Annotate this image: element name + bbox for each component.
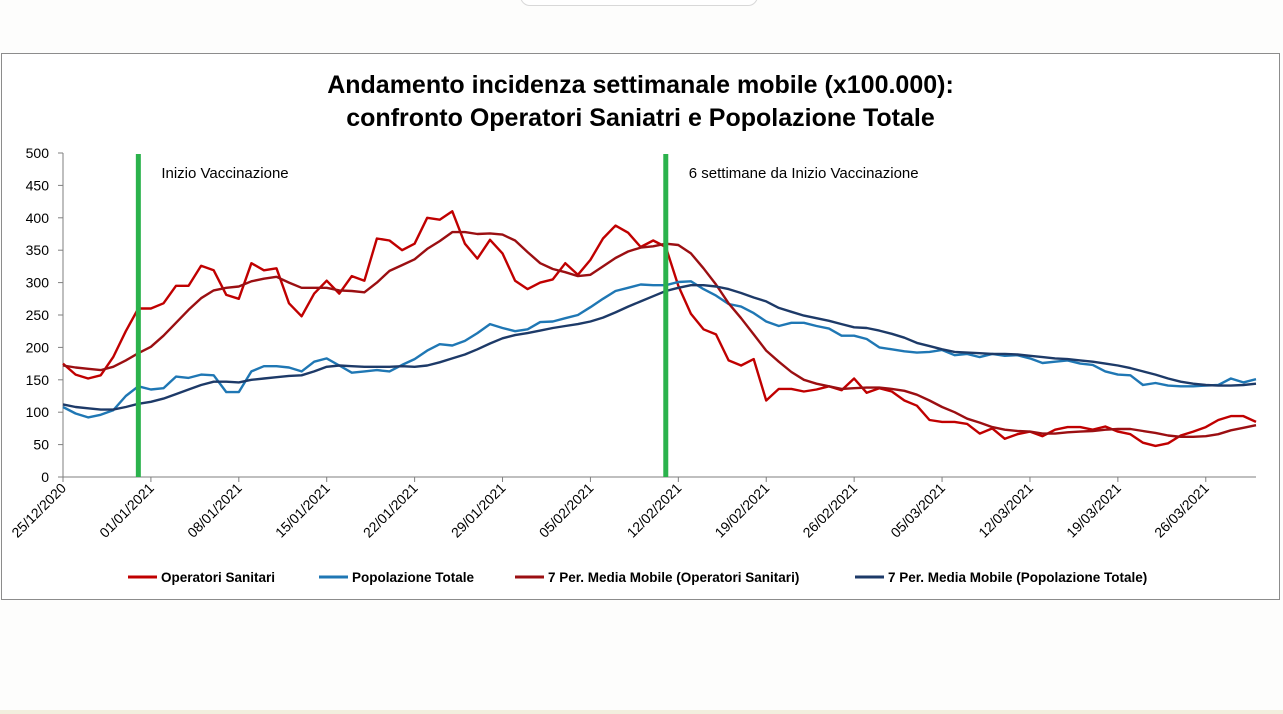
y-tick-label: 450 [26, 177, 50, 193]
x-tick-label: 05/02/2021 [536, 480, 597, 541]
series-line-7-per-media-mobile-operatori-sanitari [62, 230, 1257, 438]
bottom-strip [0, 710, 1283, 714]
y-tick-label: 300 [26, 275, 50, 291]
x-tick-label: 05/03/2021 [887, 480, 948, 541]
x-tick-label: 26/03/2021 [1151, 480, 1212, 541]
chart-panel: Andamento incidenza settimanale mobile (… [1, 53, 1280, 600]
x-tick-label: 29/01/2021 [448, 480, 509, 541]
series-line-popolazione-totale [62, 280, 1257, 419]
vaccination-marker-line [663, 154, 669, 477]
y-tick-label: 500 [26, 145, 50, 161]
legend-item-label: 7 Per. Media Mobile (Operatori Sanitari) [548, 570, 799, 585]
y-tick-label: 250 [26, 307, 50, 323]
annotation-label: 6 settimane da Inizio Vaccinazione [689, 165, 919, 182]
x-tick-label: 01/01/2021 [96, 480, 157, 541]
series-line-operatori-sanitari [62, 210, 1257, 448]
chart-title-line-1: Andamento incidenza settimanale mobile (… [327, 71, 954, 99]
y-tick-label: 400 [26, 210, 50, 226]
x-tick-label: 12/02/2021 [624, 480, 685, 541]
x-tick-label: 26/02/2021 [799, 480, 860, 541]
series-line-7-per-media-mobile-popolazione-totale [62, 284, 1257, 411]
legend-item-label: Popolazione Totale [352, 570, 474, 585]
y-tick-label: 50 [33, 437, 49, 453]
y-tick-label: 150 [26, 372, 50, 388]
legend-item-label: 7 Per. Media Mobile (Popolazione Totale) [888, 570, 1147, 585]
x-tick-label: 08/01/2021 [184, 480, 245, 541]
x-tick-label: 19/03/2021 [1063, 480, 1124, 541]
x-tick-label: 12/03/2021 [975, 480, 1036, 541]
x-tick-label: 19/02/2021 [711, 480, 772, 541]
y-tick-label: 350 [26, 242, 50, 258]
legend-item-label: Operatori Sanitari [161, 570, 275, 585]
y-tick-label: 200 [26, 339, 50, 355]
vaccination-marker-line [135, 154, 141, 477]
x-tick-label: 25/12/2020 [8, 480, 69, 541]
y-tick-label: 100 [26, 404, 50, 420]
annotation-label: Inizio Vaccinazione [161, 165, 288, 182]
y-tick-label: 0 [41, 469, 49, 485]
chart-title-line-2: confronto Operatori Saniatri e Popolazio… [346, 104, 935, 132]
x-tick-label: 15/01/2021 [272, 480, 333, 541]
x-tick-label: 22/01/2021 [360, 480, 421, 541]
